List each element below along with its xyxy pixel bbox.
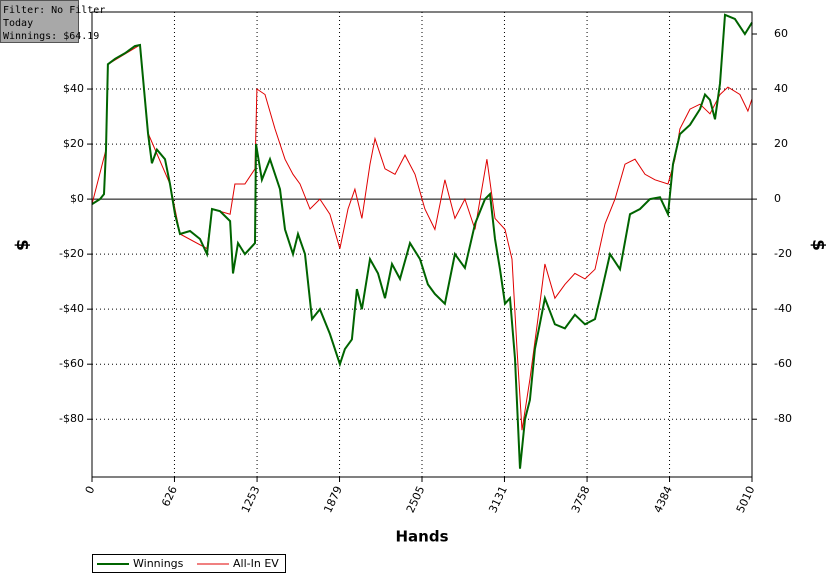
legend-label: Winnings [133, 557, 184, 570]
y-axis-label: $ [12, 239, 32, 251]
y2-tick-label: -20 [774, 247, 792, 260]
y-tick-label: $0 [70, 192, 84, 205]
y2-axis-label: $ [808, 239, 828, 251]
winnings-text: Winnings: $64.19 [3, 31, 99, 42]
lines [91, 13, 753, 469]
y2-tick-label: -80 [774, 412, 792, 425]
y-tick-label: -$20 [59, 247, 84, 260]
y2-tick-label: 20 [774, 137, 788, 150]
y2-tick-label: -40 [774, 302, 792, 315]
legend-label: All-In EV [233, 557, 279, 570]
x-tick-label: 0 [83, 484, 98, 496]
y-tick-label: -$80 [59, 412, 84, 425]
y-tick-label: $40 [63, 82, 84, 95]
info-box: Filter: No Filter Today Winnings: $64.19 [0, 0, 105, 43]
y-tick-label: $20 [63, 137, 84, 150]
period-text: Today [3, 18, 33, 29]
filter-text: Filter: No Filter [3, 5, 105, 16]
y2-tick-label: -60 [774, 357, 792, 370]
series-line [91, 13, 753, 469]
x-axis-label: Hands [395, 528, 448, 546]
y-tick-label: -$60 [59, 357, 84, 370]
legend: Winnings All-In EV [92, 554, 286, 573]
series-line [91, 44, 753, 431]
y-tick-label: -$40 [59, 302, 84, 315]
y2-tick-label: 0 [774, 192, 781, 205]
legend-frame [92, 554, 286, 573]
y2-tick-label: 40 [774, 82, 788, 95]
info-box-bg [0, 0, 79, 43]
y2-tick-label: 60 [774, 27, 788, 40]
